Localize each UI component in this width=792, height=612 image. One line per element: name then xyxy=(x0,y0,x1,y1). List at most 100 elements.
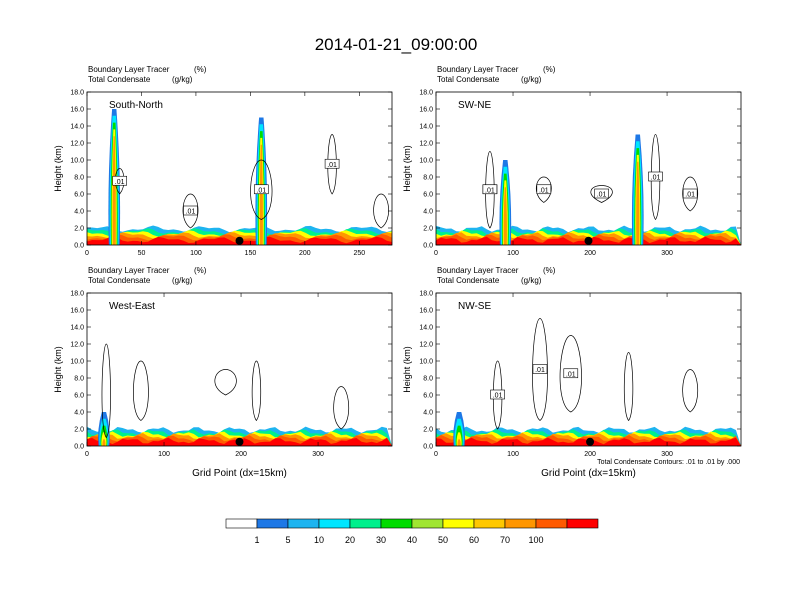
plot-area: .01 .01 .01 .01 South-North xyxy=(87,92,392,245)
subtitle-right-2: (g/kg) xyxy=(172,276,193,285)
y-tick-label: 16.0 xyxy=(70,107,84,114)
subtitle-right-1: (%) xyxy=(194,65,207,74)
subtitle-right-1: (%) xyxy=(194,266,207,275)
contour-label: .01 xyxy=(539,187,549,194)
panel-west-east: Boundary Layer Tracer (%) Total Condensate… xyxy=(53,266,393,479)
condensate-contour xyxy=(101,343,111,439)
contour-label-box xyxy=(112,175,127,186)
y-axis-label: Height (km) xyxy=(402,346,412,393)
y-tick-label: 18.0 xyxy=(70,90,84,97)
condensate-contour xyxy=(650,134,661,221)
x-tick-label: 100 xyxy=(158,451,170,458)
subtitle-left-2: Total Condensate xyxy=(437,75,500,84)
panel-name: SW-NE xyxy=(458,100,491,111)
panel-name: South-North xyxy=(109,100,163,111)
y-tick-label: 4.0 xyxy=(423,209,433,216)
colorbar-label: 20 xyxy=(345,535,355,545)
y-tick-label: 12.0 xyxy=(70,141,84,148)
contour-info: Total Condensate Contours: .01 to .01 by… xyxy=(597,459,740,466)
colorbar-label: 5 xyxy=(285,535,290,545)
y-tick-label: 16.0 xyxy=(419,308,433,315)
location-marker xyxy=(584,236,593,245)
colorbar-label: 60 xyxy=(469,535,479,545)
tracer-plume xyxy=(503,187,507,245)
tracer-band xyxy=(87,236,392,245)
colorbar-label: 1 xyxy=(254,535,259,545)
subtitle-right-2: (g/kg) xyxy=(521,75,542,84)
contour-label-box xyxy=(324,158,340,169)
x-axis-label: Grid Point (dx=15km) xyxy=(192,468,287,479)
panel-nw-se: Boundary Layer Tracer (%) Total Condensate… xyxy=(402,266,742,479)
x-tick-label: 200 xyxy=(299,250,311,257)
subtitle-left-1: Boundary Layer Tracer xyxy=(437,65,519,74)
x-tick-label: 200 xyxy=(235,451,247,458)
colorbar-label: 30 xyxy=(376,535,386,545)
condensate-contour xyxy=(532,318,548,421)
contour-label-box xyxy=(682,188,698,199)
subtitle-left-2: Total Condensate xyxy=(88,276,151,285)
contour-label: .01 xyxy=(327,162,337,169)
condensate-contour xyxy=(373,193,389,229)
y-tick-label: 18.0 xyxy=(70,291,84,298)
contour-label: .01 xyxy=(256,187,266,194)
location-marker xyxy=(235,437,244,446)
contour-label: .01 xyxy=(186,209,196,216)
colorbar-label: 40 xyxy=(407,535,417,545)
panel-south-north: Boundary Layer Tracer (%) Total Condensate… xyxy=(53,65,393,257)
x-tick-label: 300 xyxy=(312,451,324,458)
panel-name: NW-SE xyxy=(458,301,491,312)
condensate-contour xyxy=(485,151,495,229)
y-tick-label: 14.0 xyxy=(70,325,84,332)
location-marker xyxy=(235,236,244,245)
contour-label: .01 xyxy=(535,367,545,374)
y-tick-label: 16.0 xyxy=(70,308,84,315)
x-tick-label: 100 xyxy=(190,250,202,257)
y-tick-label: 18.0 xyxy=(419,90,433,97)
figure-title: 2014-01-21_09:00:00 xyxy=(315,35,478,54)
panel-name: West-East xyxy=(109,301,155,312)
y-tick-label: 6.0 xyxy=(423,393,433,400)
contour-label: .01 xyxy=(685,192,695,199)
y-tick-label: 8.0 xyxy=(423,175,433,182)
y-tick-label: 2.0 xyxy=(74,226,84,233)
contour-label-box xyxy=(648,171,663,182)
y-tick-label: 14.0 xyxy=(419,124,433,131)
condensate-contour xyxy=(250,159,273,220)
location-marker xyxy=(586,437,595,446)
subtitle-left-2: Total Condensate xyxy=(88,75,151,84)
x-tick-label: 50 xyxy=(138,250,146,257)
y-tick-label: 2.0 xyxy=(423,427,433,434)
plot-area: West-East xyxy=(87,293,392,446)
condensate-contour xyxy=(133,360,149,421)
contour-label-box xyxy=(253,184,269,195)
y-tick-label: 4.0 xyxy=(423,410,433,417)
y-tick-label: 4.0 xyxy=(74,410,84,417)
colorbar-swatch xyxy=(566,518,599,529)
subtitle-right-2: (g/kg) xyxy=(521,276,542,285)
y-tick-label: 10.0 xyxy=(419,158,433,165)
x-tick-label: 0 xyxy=(85,451,89,458)
subtitle-left-1: Boundary Layer Tracer xyxy=(437,266,519,275)
y-tick-label: 8.0 xyxy=(423,376,433,383)
subtitle-right-2: (g/kg) xyxy=(172,75,193,84)
y-tick-label: 10.0 xyxy=(70,158,84,165)
plot-background xyxy=(87,293,392,446)
plot-frame xyxy=(435,292,742,447)
subtitle-left-1: Boundary Layer Tracer xyxy=(88,65,170,74)
plot-frame xyxy=(86,91,393,246)
contour-label: .01 xyxy=(651,175,661,182)
y-tick-label: 10.0 xyxy=(419,359,433,366)
condensate-contour xyxy=(623,352,634,422)
x-tick-label: 200 xyxy=(584,250,596,257)
panel-sw-ne: Boundary Layer Tracer (%) Total Condensate… xyxy=(402,65,742,257)
colorbar-swatch xyxy=(504,518,537,529)
condensate-contour xyxy=(682,369,698,413)
y-tick-label: 8.0 xyxy=(74,376,84,383)
colorbar-label: 10 xyxy=(314,535,324,545)
contour-label: .01 xyxy=(597,192,607,199)
tracer-plume xyxy=(259,144,263,245)
y-tick-label: 8.0 xyxy=(74,175,84,182)
y-tick-label: 0.0 xyxy=(74,444,84,451)
